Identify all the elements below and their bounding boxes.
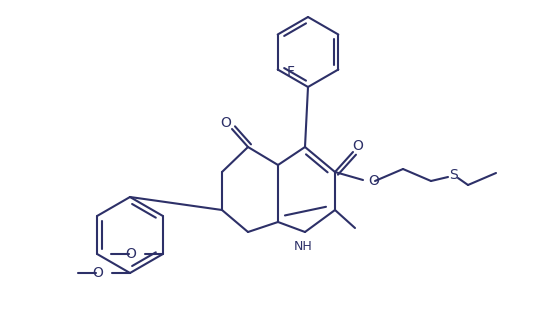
- Text: O: O: [353, 139, 363, 153]
- Text: O: O: [221, 116, 231, 130]
- Text: S: S: [449, 168, 457, 182]
- Text: O: O: [92, 266, 103, 280]
- Text: NH: NH: [293, 240, 312, 252]
- Text: O: O: [368, 174, 379, 188]
- Text: F: F: [287, 64, 295, 78]
- Text: O: O: [125, 247, 136, 261]
